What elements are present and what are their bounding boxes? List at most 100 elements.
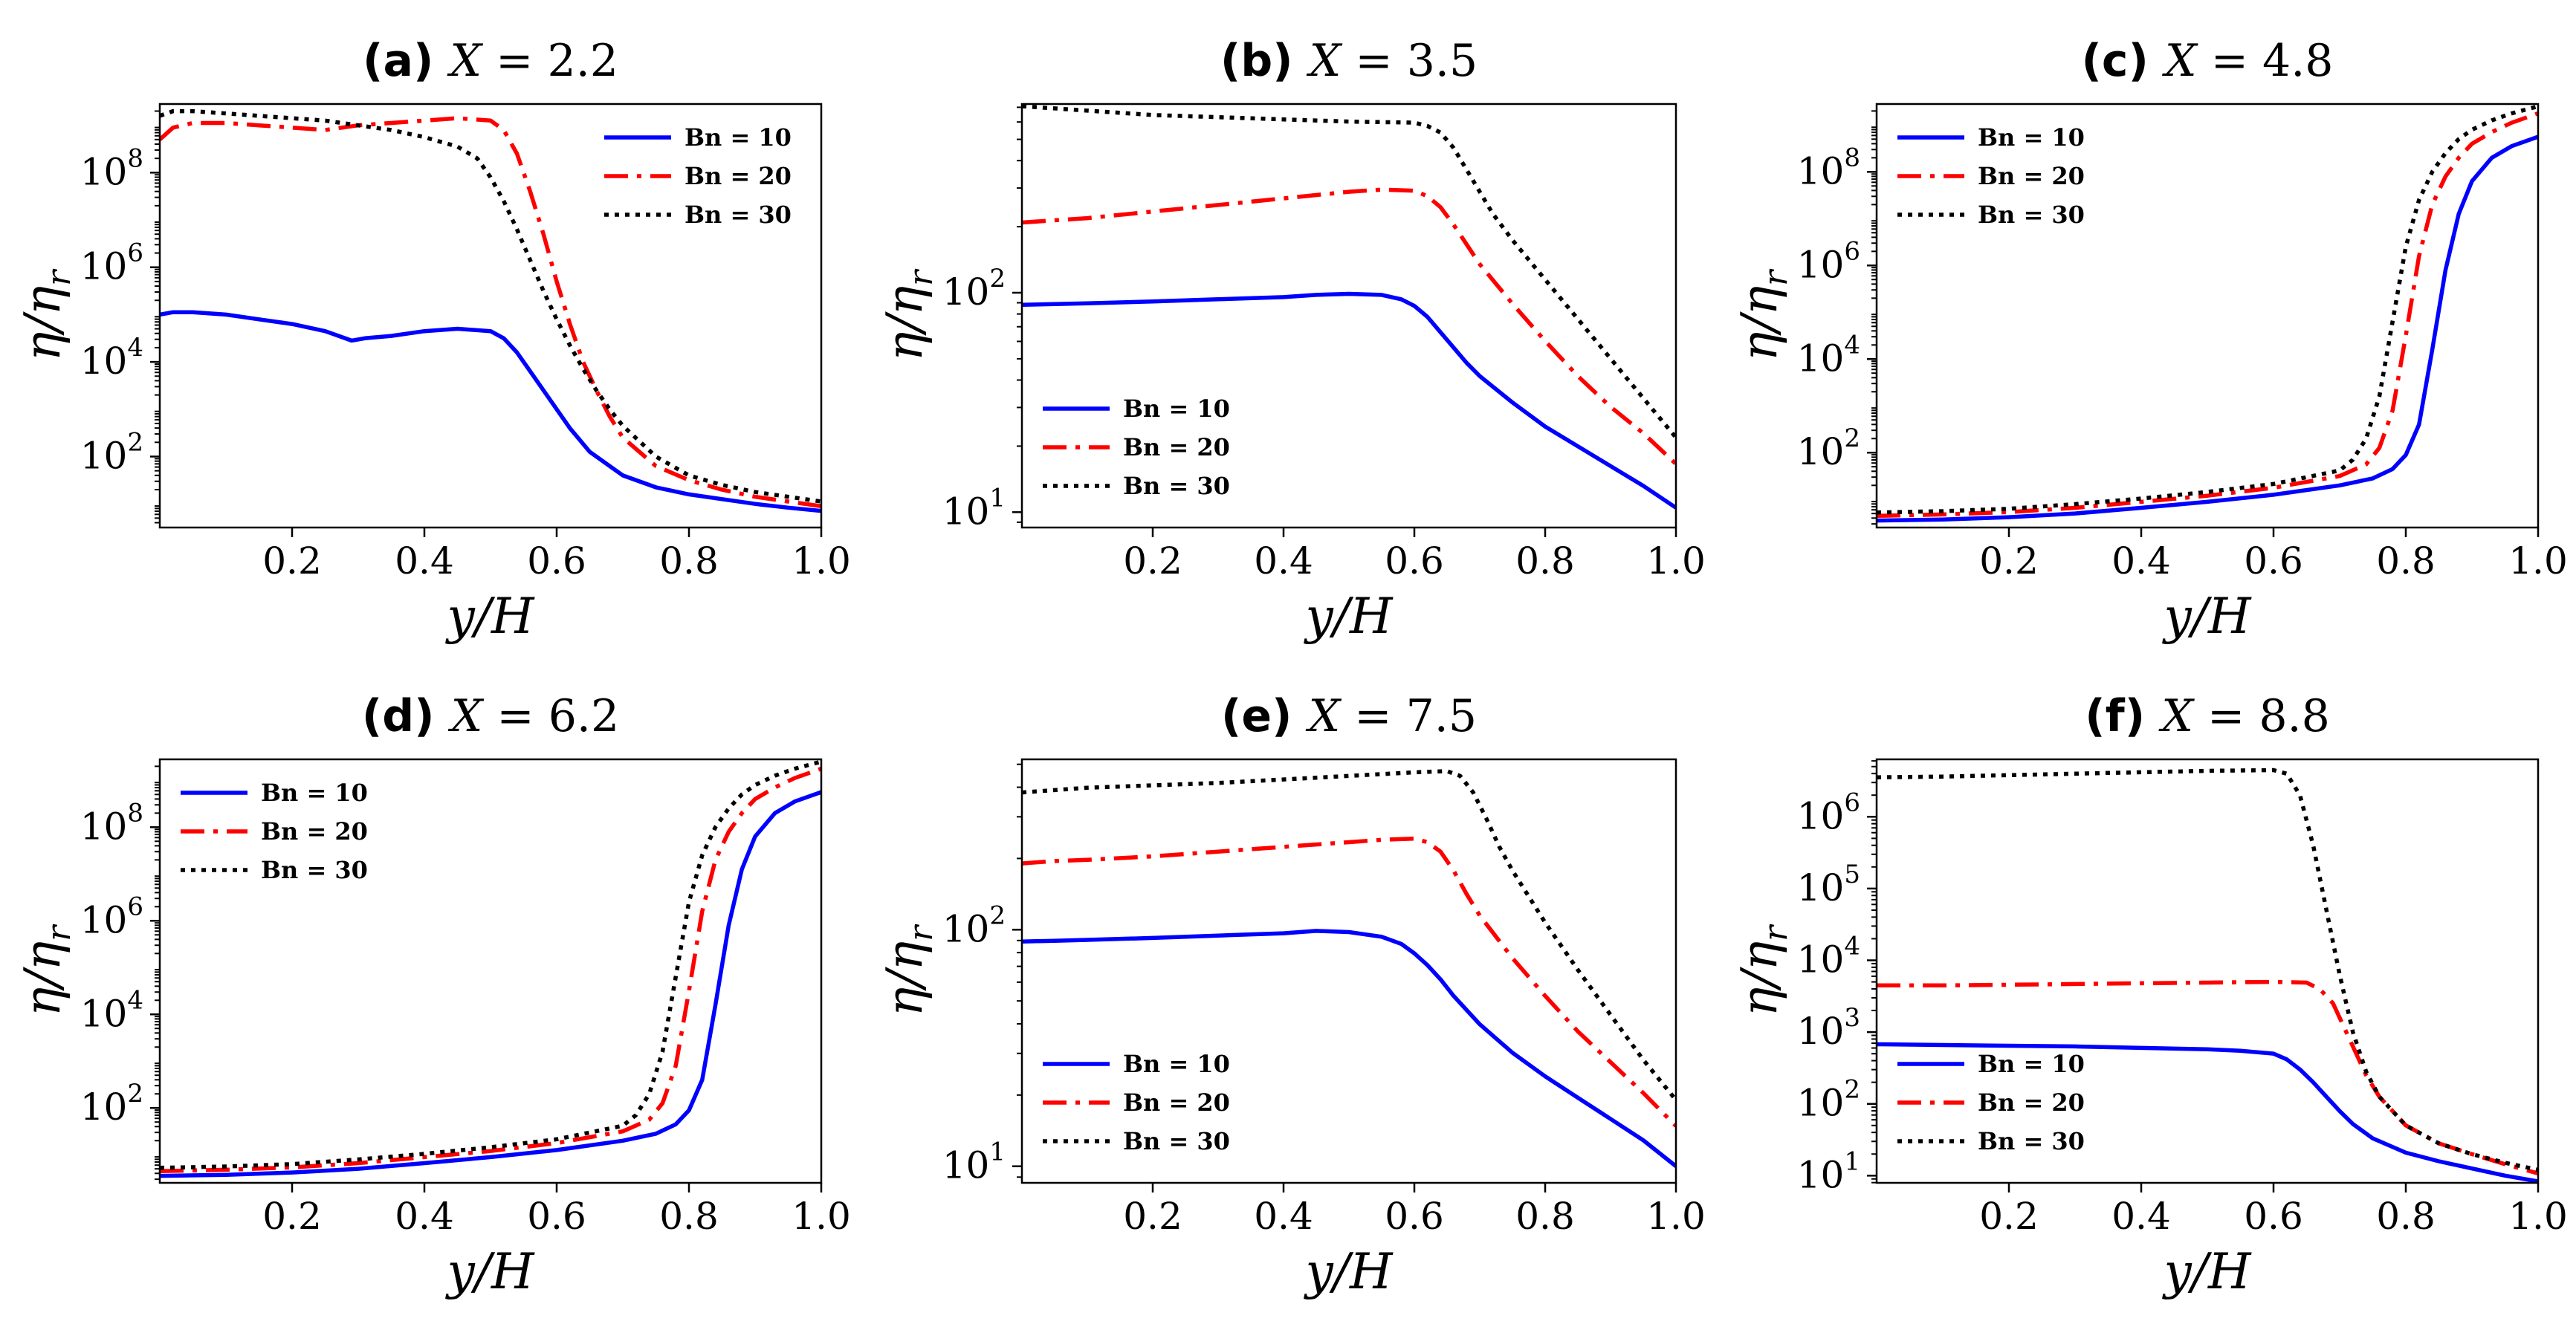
series-line-bn30 (160, 108, 821, 504)
x-tick-label: 0.8 (1515, 539, 1575, 583)
panel-4: (e) X = 7.5 101 102 0.2 0.4 0.6 0.8 1.0 y/H η/ηr Bn… (876, 690, 1706, 1300)
series-line-bn20 (1877, 111, 2538, 519)
y-tick-label: 102 (80, 427, 143, 477)
axes-frame (1875, 758, 2540, 1184)
legend-label-bn30: Bn = 30 (1123, 1127, 1230, 1155)
series-line-bn30 (1877, 104, 2538, 515)
legend-label-bn30: Bn = 30 (685, 201, 792, 229)
legend: Bn = 10 Bn = 20 Bn = 30 (1897, 1050, 2085, 1155)
series-line-bn30 (160, 759, 821, 1170)
x-tick-label: 0.2 (1979, 539, 2039, 583)
y-tick-label: 104 (80, 333, 143, 383)
y-tick-label: 101 (942, 1138, 1006, 1187)
legend-label-bn20: Bn = 20 (685, 162, 792, 190)
panel-title: (c) X = 4.8 (2082, 35, 2334, 87)
panel-title: (b) X = 3.5 (1220, 35, 1478, 87)
series-line-bn30 (1877, 768, 2538, 1172)
y-tick-label: 101 (942, 483, 1006, 533)
x-axis-label: y/H (444, 1243, 535, 1300)
legend-label-bn10: Bn = 10 (685, 123, 792, 152)
title-value: = 7.5 (1340, 690, 1477, 742)
x-axis-label: y/H (444, 588, 535, 645)
panel-1: (b) X = 3.5 101 102 0.2 0.4 0.6 0.8 1.0 y/H η/ηr Bn… (876, 35, 1706, 645)
x-tick-label: 1.0 (1646, 1195, 1706, 1238)
legend: Bn = 10 Bn = 20 Bn = 30 (181, 779, 368, 884)
x-tick-label: 0.4 (2111, 1195, 2171, 1238)
x-tick-label: 0.8 (659, 1195, 719, 1238)
series-line-bn30 (1022, 769, 1676, 1102)
x-tick-label: 0.4 (1254, 1195, 1313, 1238)
x-tick-label: 1.0 (792, 1195, 851, 1238)
title-variable: X (447, 35, 483, 87)
axes-frame (158, 103, 823, 529)
title-value: = 8.8 (2193, 690, 2330, 742)
panel-5: (f) X = 8.8 101 102 103 104 105 106 0.2 0.4 0.6 0.8… (1731, 690, 2568, 1300)
y-tick-label: 102 (942, 900, 1006, 950)
x-tick-label: 0.6 (527, 539, 586, 583)
legend: Bn = 10 Bn = 20 Bn = 30 (1043, 395, 1230, 500)
x-tick-label: 0.8 (659, 539, 719, 583)
y-tick-label: 102 (1797, 424, 1860, 473)
legend: Bn = 10 Bn = 20 Bn = 30 (1897, 123, 2085, 229)
y-tick-label: 104 (80, 985, 143, 1035)
y-tick-label: 106 (1797, 788, 1860, 837)
y-tick-label: 108 (80, 798, 143, 848)
series-line-bn10 (1877, 134, 2538, 523)
legend-label-bn30: Bn = 30 (1978, 1127, 2085, 1155)
x-tick-label: 0.4 (2111, 539, 2171, 583)
x-tick-label: 0.6 (527, 1195, 586, 1238)
y-axis-label: η/ηr (14, 268, 78, 361)
axes-frame (1020, 103, 1677, 529)
legend-label-bn30: Bn = 30 (261, 856, 368, 884)
series-line-bn20 (1022, 187, 1676, 466)
panel-2: (c) X = 4.8 102 104 106 108 0.2 0.4 0.6 0.8 1.0 y/H… (1731, 35, 2568, 645)
x-tick-label: 0.8 (1515, 1195, 1575, 1238)
title-variable: X (448, 690, 485, 742)
y-tick-label: 103 (1797, 1003, 1860, 1053)
panel-label: (d) (362, 690, 435, 742)
title-value: = 6.2 (482, 690, 619, 742)
panel-title: (e) X = 7.5 (1221, 690, 1477, 742)
y-tick-label: 106 (80, 892, 143, 941)
panel-0: (a) X = 2.2 102 104 106 108 0.2 0.4 0.6 0.8 1.0 y/H… (14, 35, 851, 645)
y-tick-label: 104 (1797, 330, 1860, 380)
panel-label: (c) (2082, 35, 2149, 87)
series-line-bn20 (160, 116, 821, 509)
x-tick-label: 1.0 (1646, 539, 1706, 583)
legend-label-bn30: Bn = 30 (1978, 201, 2085, 229)
y-tick-label: 101 (1797, 1146, 1860, 1196)
y-tick-label: 106 (80, 238, 143, 288)
y-axis-label: η/ηr (876, 924, 940, 1016)
y-tick-label: 102 (80, 1079, 143, 1129)
title-variable: X (2162, 35, 2198, 87)
series-line-bn30 (1022, 104, 1676, 439)
legend: Bn = 10 Bn = 20 Bn = 30 (1043, 1050, 1230, 1155)
y-tick-label: 106 (1797, 236, 1860, 286)
x-tick-label: 1.0 (2508, 1195, 2568, 1238)
legend-label-bn10: Bn = 10 (1978, 123, 2085, 152)
title-variable: X (1307, 35, 1343, 87)
x-axis-label: y/H (1303, 1243, 1394, 1300)
legend-label-bn10: Bn = 10 (1978, 1050, 2085, 1078)
x-tick-label: 0.6 (1385, 539, 1444, 583)
axes-frame (1875, 103, 2540, 529)
legend-label-bn10: Bn = 10 (261, 779, 368, 807)
x-tick-label: 0.2 (1123, 1195, 1182, 1238)
x-tick-label: 0.2 (1979, 1195, 2039, 1238)
x-tick-label: 1.0 (2508, 539, 2568, 583)
series-line-bn20 (160, 767, 821, 1174)
panel-3: (d) X = 6.2 102 104 106 108 0.2 0.4 0.6 0.8 1.0 y/H… (14, 690, 851, 1300)
x-axis-label: y/H (1303, 588, 1394, 645)
x-tick-label: 0.2 (1123, 539, 1182, 583)
panel-title: (a) X = 2.2 (363, 35, 618, 87)
legend-label-bn20: Bn = 20 (261, 817, 368, 846)
legend: Bn = 10 Bn = 20 Bn = 30 (604, 123, 792, 229)
legend-label-bn20: Bn = 20 (1978, 162, 2085, 190)
x-tick-label: 0.4 (395, 539, 454, 583)
panel-label: (e) (1221, 690, 1292, 742)
panel-title: (d) X = 6.2 (362, 690, 619, 742)
series-line-bn10 (160, 790, 821, 1178)
x-tick-label: 0.8 (2376, 1195, 2436, 1238)
x-tick-label: 0.6 (2244, 1195, 2303, 1238)
